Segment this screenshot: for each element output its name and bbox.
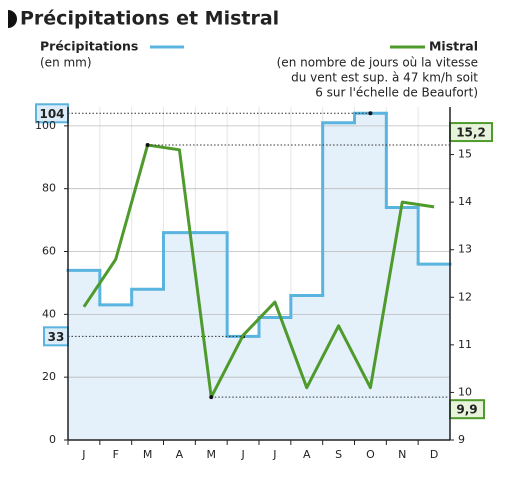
area-step <box>227 336 259 440</box>
x-tick-label: J <box>272 448 276 461</box>
y-tick-label: 0 <box>49 433 56 446</box>
x-tick-label: F <box>113 448 119 461</box>
annotation: 9,9 <box>456 403 477 417</box>
area-step <box>68 270 100 440</box>
area-step <box>195 232 228 440</box>
y-tick-label: 20 <box>42 370 56 383</box>
y2-tick-label: 14 <box>458 195 472 208</box>
area-step <box>354 113 387 440</box>
y2-tick-label: 9 <box>458 433 465 446</box>
point-dot <box>209 395 214 400</box>
y2-tick-label: 11 <box>458 338 472 351</box>
x-tick-label: M <box>143 448 153 461</box>
x-tick-label: S <box>335 448 342 461</box>
x-tick-label: M <box>207 448 217 461</box>
y-tick-label: 60 <box>42 245 56 258</box>
annotation: 104 <box>39 107 64 121</box>
x-tick-label: A <box>176 448 184 461</box>
y2-tick-label: 10 <box>458 385 472 398</box>
y2-tick-label: 12 <box>458 290 472 303</box>
legend-label: Précipitations <box>40 39 138 54</box>
legend-label: Mistral <box>429 39 478 54</box>
area-step <box>386 207 419 440</box>
area-step <box>259 317 291 440</box>
title-icon <box>8 10 17 28</box>
area-step <box>163 232 196 440</box>
point-dot <box>368 111 373 116</box>
y2-axis-label: du vent est sup. à 47 km/h soit <box>291 71 478 85</box>
y2-tick-label: 13 <box>458 243 472 256</box>
chart-title: Précipitations et Mistral <box>20 8 279 30</box>
area-step <box>418 264 450 440</box>
y2-axis-label: (en nombre de jours où la vitesse <box>277 56 478 70</box>
y2-tick-label: 15 <box>458 148 472 161</box>
annotation: 33 <box>48 330 65 344</box>
x-tick-label: N <box>398 448 406 461</box>
point-dot <box>145 143 150 148</box>
y-tick-label: 40 <box>42 307 56 320</box>
annotation: 15,2 <box>456 126 486 140</box>
x-tick-label: D <box>430 448 438 461</box>
x-tick-label: J <box>81 448 85 461</box>
area-step <box>131 289 164 440</box>
x-tick-label: J <box>240 448 244 461</box>
y-tick-label: 100 <box>35 119 56 132</box>
area-step <box>322 122 355 440</box>
y-axis-label: (en mm) <box>40 56 92 70</box>
x-tick-label: A <box>303 448 311 461</box>
y2-axis-label: 6 sur l'échelle de Beaufort) <box>315 86 478 100</box>
area-step <box>99 304 132 440</box>
y-tick-label: 80 <box>42 182 56 195</box>
x-tick-label: O <box>366 448 375 461</box>
line <box>82 143 435 399</box>
